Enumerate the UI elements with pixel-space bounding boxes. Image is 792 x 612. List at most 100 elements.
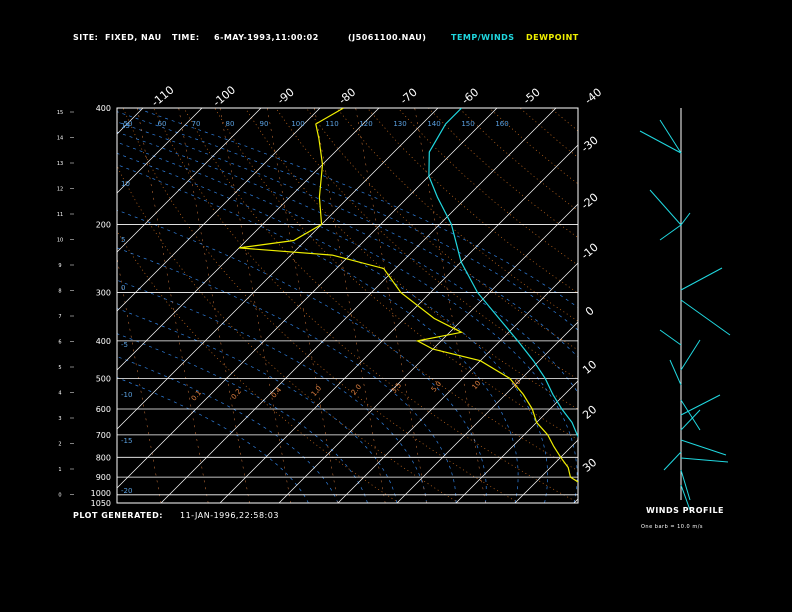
mixing-ratio-label: 2.0 — [350, 383, 363, 397]
moist-adiabat-label: -20 — [121, 487, 132, 495]
mixing-ratio-line — [137, 108, 209, 503]
isotherm--70 — [117, 108, 498, 489]
sounding-profiles — [239, 108, 578, 483]
pressure-tick-label: 600 — [96, 405, 111, 414]
moist-adiabat--5 — [117, 209, 487, 503]
top-temperature-label: -40 — [582, 86, 604, 108]
temperature-line — [428, 108, 578, 438]
chart-frame — [116, 107, 579, 504]
dry-adiabat-330 — [305, 108, 578, 351]
pressure-tick-label: 300 — [96, 289, 111, 298]
mixing-ratio-label: 0.1 — [190, 389, 203, 403]
dry-adiabat-390 — [489, 108, 578, 185]
dry-adiabat-260 — [117, 165, 460, 503]
height-tick-label: 1 — [58, 467, 61, 473]
wind-barb — [680, 457, 729, 463]
wind-barb — [680, 469, 691, 501]
moist-adiabat-label: -10 — [121, 391, 132, 399]
moist-adiabat--25 — [117, 333, 368, 503]
plot-generated-label: PLOT GENERATED: — [73, 511, 163, 520]
wind-barb — [680, 399, 701, 431]
moist-adiabat--15 — [117, 279, 427, 503]
wind-barb — [680, 439, 727, 456]
right-temperature-label: -20 — [579, 191, 601, 213]
isotherm-20 — [633, 108, 792, 503]
mixing-ratio-label: 3.5 — [390, 381, 403, 395]
wind-barb — [680, 409, 701, 431]
moist-adiabat-5 — [117, 152, 548, 503]
isotherm--80 — [117, 108, 439, 430]
dry-adiabat-label: 80 — [226, 120, 235, 128]
pressure-tick-label: 400 — [96, 104, 111, 113]
isotherm--20 — [396, 321, 578, 503]
dry-adiabat-label: 60 — [158, 120, 167, 128]
pressure-tick-label: 200 — [96, 220, 111, 229]
wind-barb — [659, 224, 682, 241]
top-temperature-label: -50 — [521, 86, 543, 108]
dry-adiabat-320 — [275, 108, 578, 380]
isotherm--150 — [0, 108, 25, 503]
dry-adiabat-label: 150 — [461, 120, 474, 128]
axis-labels: 4002003004005006007008009001000105015141… — [57, 83, 604, 508]
file-id: (J5061100.NAU) — [348, 33, 427, 42]
wind-barb — [659, 119, 682, 154]
height-tick-label: 7 — [58, 314, 61, 320]
isotherm-10 — [573, 498, 578, 503]
dry-adiabat-label: 110 — [325, 120, 338, 128]
wind-barb — [669, 359, 682, 386]
isotherm-40 — [751, 108, 792, 503]
pressure-tick-label: 400 — [96, 337, 111, 346]
height-tick-label: 13 — [57, 161, 63, 167]
moist-adiabat-0 — [117, 164, 519, 503]
dry-adiabat-250 — [117, 230, 400, 503]
height-tick-label: 14 — [57, 136, 63, 142]
isotherm--110 — [117, 108, 262, 253]
wind-barb — [680, 394, 721, 416]
mixing-ratio-line — [266, 108, 339, 503]
height-tick-label: 2 — [58, 442, 61, 448]
mixing-ratio-line — [314, 108, 386, 503]
dry-adiabat-label: 120 — [359, 120, 372, 128]
dry-adiabat-label: 50 — [124, 120, 133, 128]
wind-barb — [680, 339, 701, 371]
dry-adiabat-360 — [397, 108, 578, 266]
pressure-tick-label: 800 — [96, 453, 111, 462]
top-temperature-label: -60 — [459, 86, 481, 108]
winds-barb-scale: One barb = 10.0 m/s — [641, 524, 703, 530]
height-tick-label: 6 — [58, 340, 61, 346]
dry-adiabat-label: 140 — [427, 120, 440, 128]
time-label: TIME: — [172, 33, 200, 42]
isotherm--10 — [455, 380, 578, 503]
pressure-tick-label: 500 — [96, 374, 111, 383]
dry-adiabat-430 — [612, 108, 792, 503]
top-temperature-label: -80 — [336, 86, 358, 108]
right-temperature-label: -30 — [579, 134, 601, 156]
top-temperature-label: -100 — [211, 83, 238, 109]
dry-adiabat-440 — [642, 108, 792, 503]
top-temperature-label: -110 — [149, 83, 176, 109]
pressure-tick-label: 1050 — [91, 499, 111, 508]
winds-profile-title: WINDS PROFILE — [646, 506, 725, 515]
plot-generated-value: 11-JAN-1996,22:58:03 — [180, 511, 279, 520]
isotherm-30 — [692, 108, 792, 503]
moist-adiabat--20 — [117, 308, 398, 503]
right-temperature-label: 10 — [580, 358, 599, 377]
dry-adiabat-370 — [428, 108, 578, 239]
mixing-ratio-label: 10 — [471, 379, 483, 391]
right-temperature-label: -10 — [579, 241, 601, 263]
dry-adiabat-280 — [153, 108, 578, 503]
pressure-tick-label: 900 — [96, 473, 111, 482]
winds-profile — [639, 108, 731, 511]
height-tick-label: 15 — [57, 110, 63, 116]
top-temperature-label: -70 — [398, 86, 420, 108]
moist-adiabat-10 — [117, 141, 578, 503]
mixing-ratio-line — [178, 108, 250, 503]
moist-adiabat-label: 5 — [121, 236, 125, 244]
mixing-ratio-line — [414, 108, 486, 503]
moist-adiabat--30 — [117, 356, 339, 503]
dry-adiabat-label: 160 — [495, 120, 508, 128]
mixing-ratio-label: 0.2 — [230, 387, 243, 401]
wind-barb — [680, 267, 723, 291]
dry-adiabat-label: 130 — [393, 120, 406, 128]
